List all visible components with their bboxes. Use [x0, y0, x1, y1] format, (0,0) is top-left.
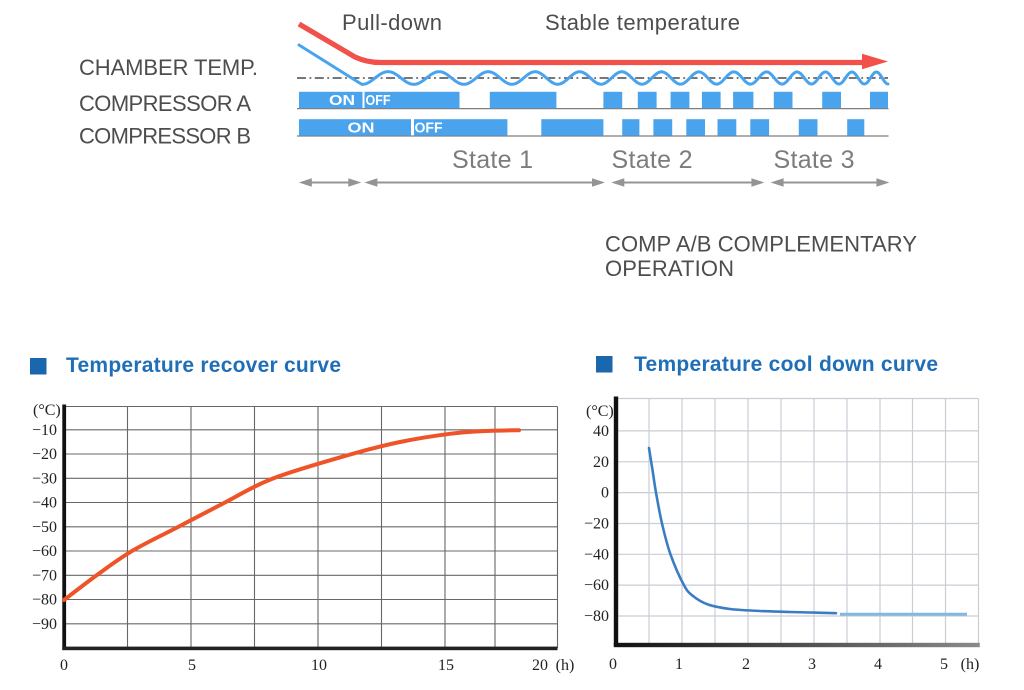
svg-text:State 1: State 1 [452, 146, 533, 174]
svg-text:4: 4 [874, 656, 882, 673]
svg-text:Temperature recover curve: Temperature recover curve [66, 354, 341, 377]
svg-text:5: 5 [940, 656, 948, 673]
svg-text:(°C): (°C) [33, 402, 61, 419]
svg-text:ON: ON [348, 120, 375, 136]
svg-text:COMPRESSOR A: COMPRESSOR A [79, 91, 251, 116]
svg-text:10: 10 [311, 657, 327, 674]
svg-text:ON: ON [329, 93, 355, 109]
svg-text:−10: −10 [32, 422, 57, 439]
svg-text:(°C): (°C) [586, 403, 614, 420]
svg-text:15: 15 [438, 657, 454, 674]
svg-text:State 3: State 3 [774, 146, 855, 174]
svg-text:−50: −50 [32, 519, 57, 536]
svg-text:2: 2 [742, 656, 750, 673]
svg-text:5: 5 [188, 657, 196, 674]
svg-text:−60: −60 [32, 543, 57, 560]
svg-text:−90: −90 [32, 616, 57, 633]
svg-text:20: 20 [532, 657, 548, 674]
svg-text:OFF: OFF [415, 120, 443, 136]
svg-text:0: 0 [601, 485, 609, 502]
svg-text:OFF: OFF [366, 93, 391, 109]
svg-text:40: 40 [593, 423, 609, 440]
svg-text:−40: −40 [584, 546, 609, 563]
svg-text:−60: −60 [584, 577, 609, 594]
svg-text:(h): (h) [556, 657, 575, 674]
svg-text:−20: −20 [584, 516, 609, 533]
svg-text:OPERATION: OPERATION [605, 256, 734, 281]
svg-text:Temperature cool down curve: Temperature cool down curve [634, 353, 938, 376]
svg-text:−40: −40 [32, 495, 57, 512]
svg-text:0: 0 [609, 656, 617, 673]
svg-text:−20: −20 [32, 446, 57, 463]
svg-text:1: 1 [675, 656, 683, 673]
svg-text:COMP A/B COMPLEMENTARY: COMP A/B COMPLEMENTARY [605, 231, 917, 256]
svg-text:Pull-down: Pull-down [342, 10, 442, 35]
svg-text:COMPRESSOR B: COMPRESSOR B [79, 124, 251, 149]
svg-text:−80: −80 [32, 592, 57, 609]
svg-text:−70: −70 [32, 567, 57, 584]
svg-text:0: 0 [60, 657, 68, 674]
svg-text:3: 3 [808, 656, 816, 673]
svg-text:−80: −80 [584, 608, 609, 625]
svg-text:(h): (h) [961, 656, 980, 673]
svg-text:CHAMBER TEMP.: CHAMBER TEMP. [79, 55, 258, 80]
svg-text:20: 20 [593, 454, 609, 471]
svg-text:State 2: State 2 [612, 146, 693, 174]
svg-text:−30: −30 [32, 470, 57, 487]
svg-text:Stable temperature: Stable temperature [545, 10, 740, 35]
